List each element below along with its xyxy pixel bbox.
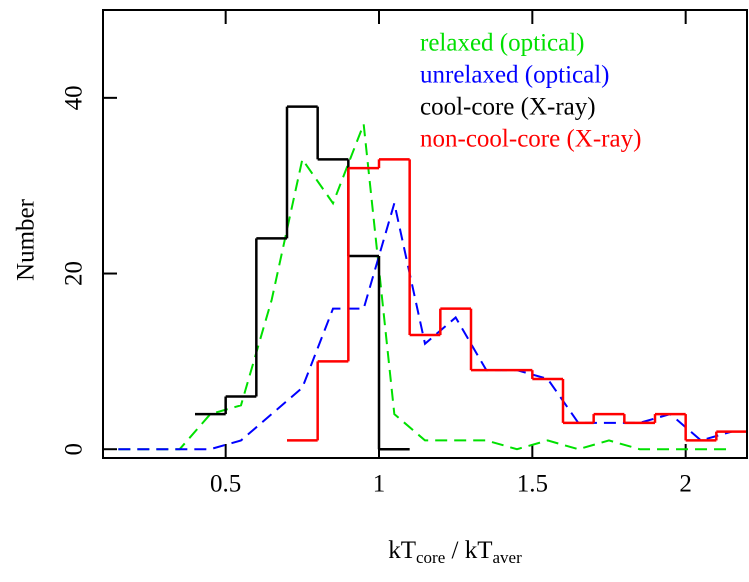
legend-entry: non-cool-core (X-ray)	[420, 126, 641, 153]
y-tick-label: 20	[61, 261, 88, 286]
y-tick-label: 40	[61, 85, 88, 110]
y-tick-label: 0	[61, 443, 88, 456]
x-tick-label: 2	[679, 471, 692, 498]
plot	[118, 105, 747, 451]
x-axis-label: kTcore / kTaver	[388, 537, 522, 567]
y-axis-label: Number	[13, 198, 40, 281]
x-label-text: kT	[388, 537, 416, 564]
x-label-text: / kT	[445, 537, 492, 564]
plot-frame	[102, 9, 748, 459]
legend-entry: cool-core (X-ray)	[420, 94, 596, 121]
legend-entry: relaxed (optical)	[420, 30, 585, 57]
x-tick-label: 0.5	[210, 471, 241, 498]
x-label-subscript: aver	[493, 548, 523, 567]
x-label-subscript: core	[416, 548, 445, 567]
x-tick-label: 1.5	[517, 471, 548, 498]
x-tick-label: 1	[373, 471, 386, 498]
series-line	[118, 202, 732, 451]
series-line	[118, 123, 732, 451]
legend-entry: unrelaxed (optical)	[420, 62, 610, 89]
